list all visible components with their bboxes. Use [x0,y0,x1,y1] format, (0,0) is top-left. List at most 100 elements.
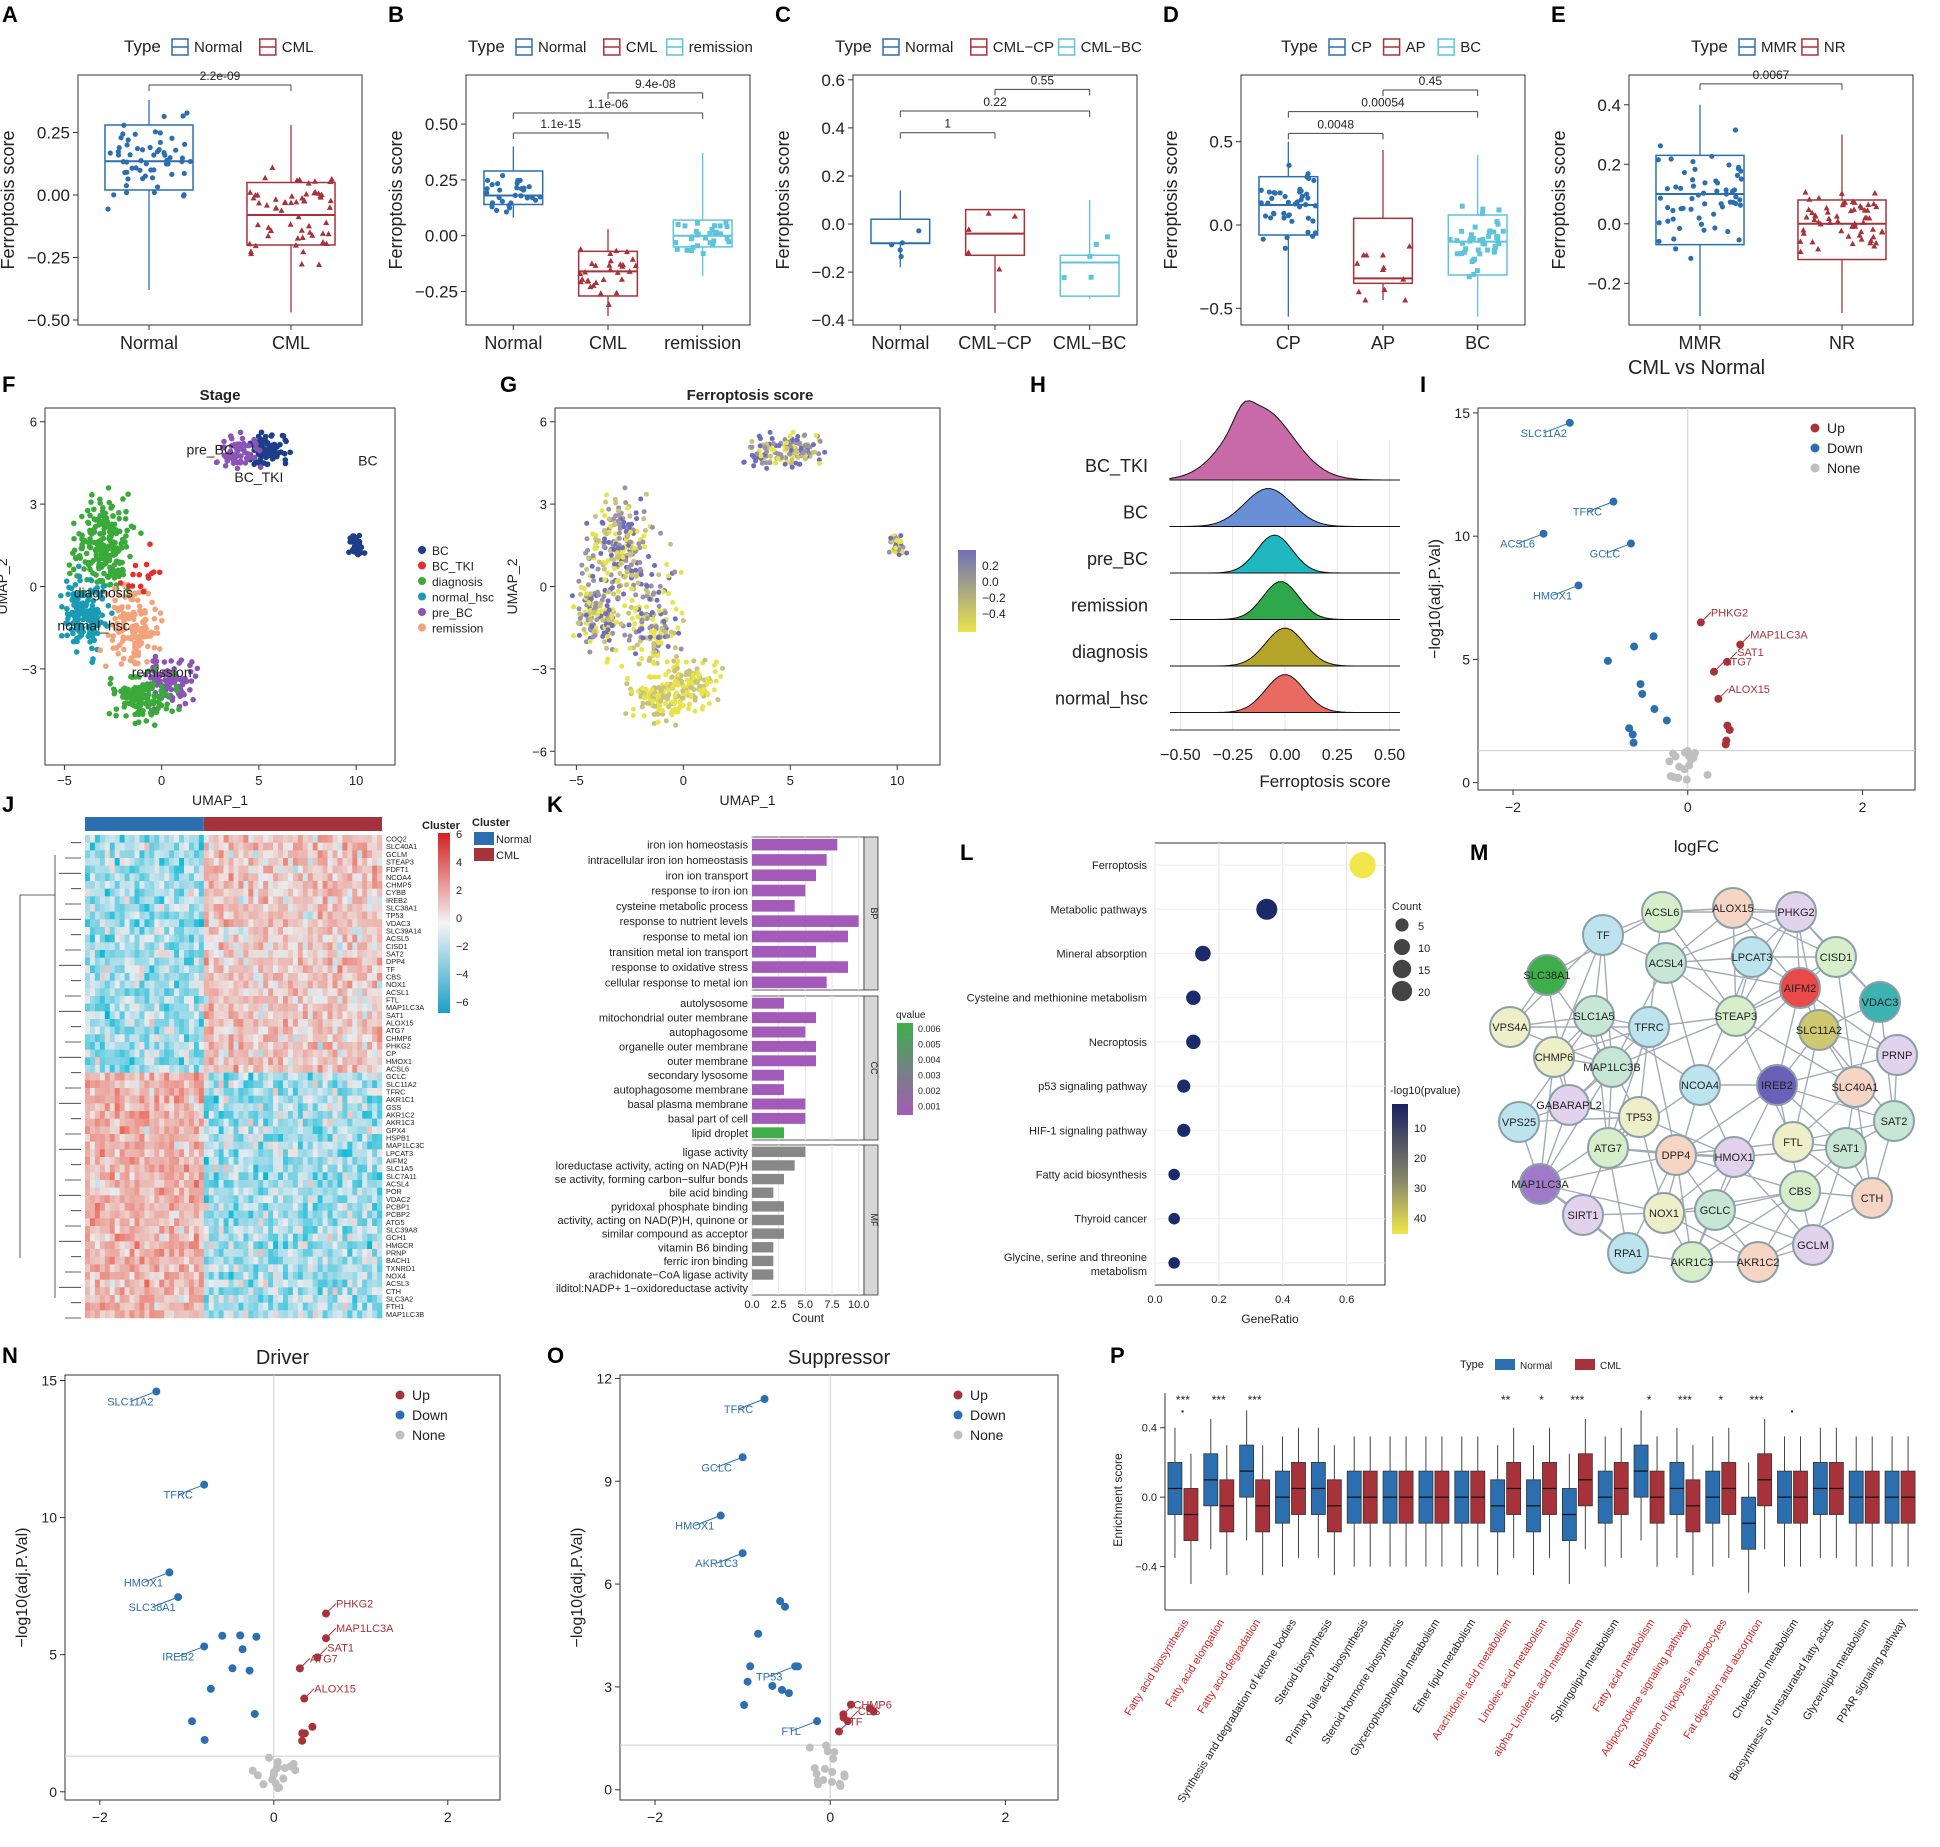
heatmap-cell [218,996,224,1004]
heatmap-cell [228,1003,234,1012]
heatmap-cell [342,1080,348,1089]
heatmap-cell [362,942,368,951]
data-point [707,240,713,246]
heatmap-cell [268,957,274,966]
heatmap-cell [169,927,175,935]
heatmap-cell [228,1019,234,1027]
heatmap-cell [85,1088,91,1096]
heatmap-cell [372,996,378,1004]
heatmap-cell [129,919,135,928]
heatmap-cell [174,1019,180,1027]
umap-point [633,592,639,598]
umap-point [109,637,116,643]
heatmap-cell [367,1049,373,1058]
heatmap-cell [248,1072,254,1081]
data-point [265,232,272,239]
heatmap-cell [297,1026,304,1035]
data-point [1681,169,1688,176]
heatmap-cell [213,950,219,958]
heatmap-cell [248,1080,254,1089]
data-point [1486,233,1492,239]
heatmap-cell [258,896,264,905]
heatmap-cell [198,957,205,966]
heatmap-cell [213,1003,219,1012]
data-point [889,242,895,248]
data-point [506,202,512,209]
point-down [1649,632,1658,641]
gene-label-ATG7: ATG7 [310,1653,338,1665]
heatmap-cell [134,904,140,912]
heatmap-cell [99,850,106,859]
heatmap-cell [193,1019,200,1027]
heatmap-cell [94,1088,101,1096]
gene-label-TF: TF [849,1716,863,1728]
heatmap-cell [263,1065,269,1073]
umap-point [654,597,660,603]
heatmap-cell [342,1049,348,1058]
data-point [181,141,188,147]
heatmap-cell [218,942,224,951]
heatmap-cell [99,996,106,1004]
heatmap-cell [372,1019,378,1027]
umap-point [143,718,150,724]
umap-point [110,552,117,558]
heatmap-cell [357,1011,363,1020]
heatmap-cell [332,950,338,958]
heatmap-cell [297,927,304,935]
heatmap-cell [268,1042,274,1050]
heatmap-cell [258,1057,264,1066]
umap-point [121,646,127,653]
heatmap-cell [357,835,363,843]
umap-point [118,661,125,667]
colorbar-tick-label: −0.4 [982,607,1006,621]
data-point [1723,187,1729,193]
heatmap-cell [188,927,195,935]
umap-point [189,659,195,665]
data-point [1665,218,1671,224]
umap-point [676,630,682,636]
heatmap-cell [85,927,91,935]
heatmap-cell [287,996,294,1004]
umap-point [245,442,252,449]
umap-point [643,491,649,497]
heatmap-cell [134,1049,140,1058]
gene-label-ACSL6: ACSL6 [1500,539,1535,551]
heatmap-cell [377,888,383,897]
heatmap-cell [322,1042,328,1050]
label-leader [1700,612,1712,623]
heatmap-cell [327,942,333,951]
data-point [607,250,614,256]
point-none [830,1748,839,1757]
umap-point [114,620,121,627]
umap-point [154,630,161,637]
legend-dot-none [395,1430,405,1440]
heatmap-cell [154,934,160,943]
heatmap-cell [263,1011,269,1020]
heatmap-cell [243,965,249,974]
heatmap-cell [149,1042,155,1050]
heatmap-cell [312,919,318,928]
heatmap-cell [218,1019,224,1027]
heatmap-cell [124,911,130,920]
heatmap-cell [268,996,274,1004]
heatmap-cell [312,996,318,1004]
heatmap-cell [179,1019,185,1027]
heatmap-cell [159,996,165,1004]
data-point [1460,240,1466,246]
heatmap-cell [357,858,363,866]
heatmap-cell [347,934,353,943]
heatmap-cell [203,911,210,920]
data-point [152,129,159,135]
heatmap-cell [109,865,115,874]
heatmap-cell [297,850,304,859]
heatmap-cell [184,865,190,874]
heatmap-cell [124,1049,130,1058]
heatmap-cell [357,957,363,966]
heatmap-cell [263,973,269,981]
heatmap-cell [312,1065,318,1073]
data-point [115,149,121,155]
heatmap-cell [273,957,279,966]
umap-point [89,659,96,666]
heatmap-cell [362,980,368,989]
